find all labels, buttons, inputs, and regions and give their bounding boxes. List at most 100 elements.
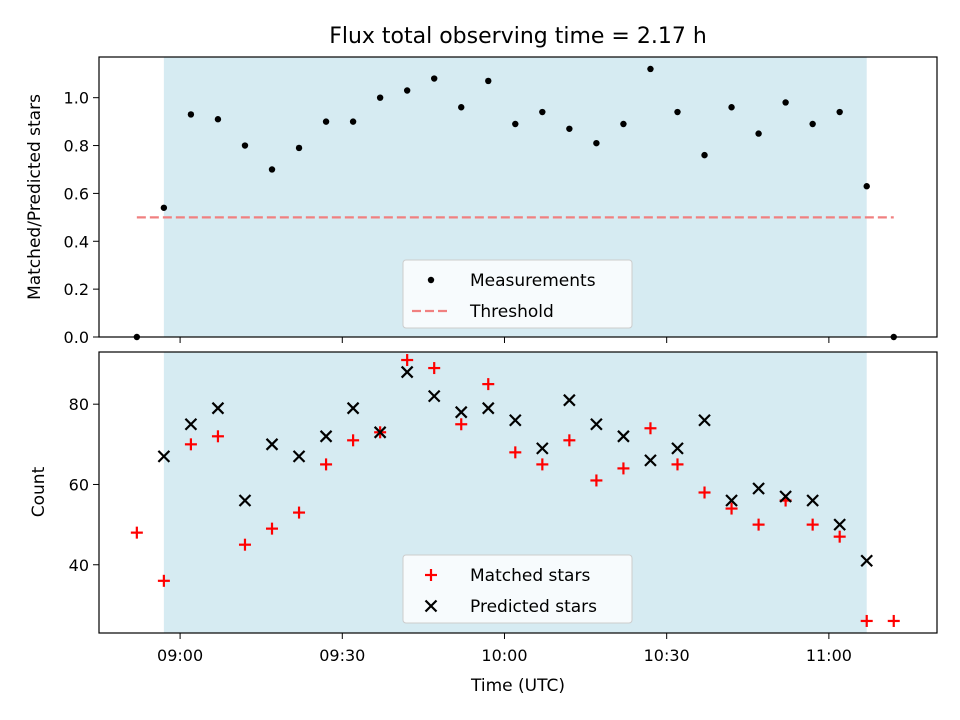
predicted-star-point [481,401,495,415]
matched-star-point [347,434,360,447]
measurement-point [160,204,168,211]
x-stroke-b [536,442,549,455]
matched-star-point [266,522,279,535]
predicted-star-point [157,450,171,463]
predicted-star-point [373,426,387,439]
predicted-star-point [346,401,360,415]
measurement-point [647,65,654,73]
legend-x-icon-b [424,599,438,613]
matched-star-point [671,458,684,471]
x-tick-label: 10:00 [481,646,527,665]
x-stroke-b [427,389,441,403]
measurement-point [431,75,438,82]
x-stroke-b [319,430,333,443]
measurement-point [485,77,492,85]
measurement-point [782,99,789,106]
predicted-star-point [184,417,198,431]
measurement-point [701,151,708,159]
matched-star-point [725,502,738,515]
measurement-point [539,108,546,116]
measurement-point [566,125,573,132]
matched-star-point [860,614,873,627]
predicted-star-point [752,482,765,495]
x-stroke-b [617,430,630,443]
x-stroke-b [563,393,576,407]
legend-label: Predicted stars [470,597,597,617]
measurement-point [268,166,276,173]
top-legend: Measurements Threshold [402,259,633,329]
predicted-star-point [536,442,549,455]
x-stroke-b [400,365,414,379]
measurement-point [376,94,384,101]
measurement-point [809,120,816,128]
x-stroke-b [860,554,873,568]
measurement-point [593,139,600,147]
measurement-point [863,183,870,190]
x-stroke-b [698,413,711,427]
matched-star-point [590,474,603,487]
x-stroke-b [238,494,252,507]
predicted-star-point [860,554,873,568]
predicted-star-point [806,494,819,507]
predicted-star-point [400,365,414,379]
predicted-star-point [427,389,441,403]
predicted-star-point [617,430,630,443]
chart-title: Flux total observing time = 2.17 h [329,24,707,49]
measurement-point [295,144,303,152]
legend-label: Matched stars [470,566,590,586]
x-axis-label: Time (UTC) [470,676,565,696]
measurement-point [187,111,195,118]
measurement-point [755,130,762,137]
matched-star-point [455,418,468,431]
matched-star-point [130,526,143,539]
measurement-point [836,108,843,116]
predicted-star-point [454,405,468,419]
measurement-point [512,120,519,128]
bottom-y-tick-label: 40 [69,556,89,575]
matched-star-point [482,378,495,391]
x-stroke-b [292,450,306,463]
x-stroke-b [752,482,765,495]
x-tick-label: 11:00 [806,646,852,665]
predicted-star-point [563,393,576,407]
predicted-star-point [292,450,306,463]
matched-star-point [211,430,224,443]
predicted-star-point [644,454,657,467]
predicted-star-point [509,413,522,427]
top-y-axis-label: Matched/Predicted stars [25,94,45,300]
legend-label: Threshold [469,302,554,322]
legend-dot-icon [427,276,435,284]
predicted-star-point [698,413,711,427]
x-stroke-b [725,494,738,507]
matched-star-point [752,518,765,531]
bottom-y-axis-label: Count [29,466,49,517]
matched-star-point [238,538,251,551]
bottom-panel: 40 60 80 09:00 09:30 10:00 10:30 11:00 Matched s… [69,351,938,665]
matched-star-point [184,438,197,451]
top-y-tick-label: 0.6 [64,184,89,203]
matched-star-point [563,434,576,447]
matched-star-point [617,462,630,475]
x-stroke-b [346,401,360,415]
matched-star-point [428,362,441,375]
matched-star-point [401,354,414,367]
matched-star-point [833,530,846,543]
matched-star-point [320,458,333,471]
measurement-point [322,118,330,125]
measurement-point [214,116,222,123]
measurement-point [349,118,357,125]
x-tick-label: 09:30 [319,646,365,665]
predicted-star-point [211,401,225,415]
predicted-star-point [779,490,792,503]
matched-star-point [806,518,819,531]
x-stroke-b [779,490,792,503]
x-stroke-b [454,405,468,419]
measurement-point [241,142,249,149]
top-y-tick-label: 0.4 [64,232,89,251]
x-tick-label: 10:30 [644,646,690,665]
x-stroke-b [157,450,171,463]
x-stroke-b [481,401,495,415]
top-y-tick-label: 0.0 [64,328,89,347]
bottom-frame [98,351,938,634]
